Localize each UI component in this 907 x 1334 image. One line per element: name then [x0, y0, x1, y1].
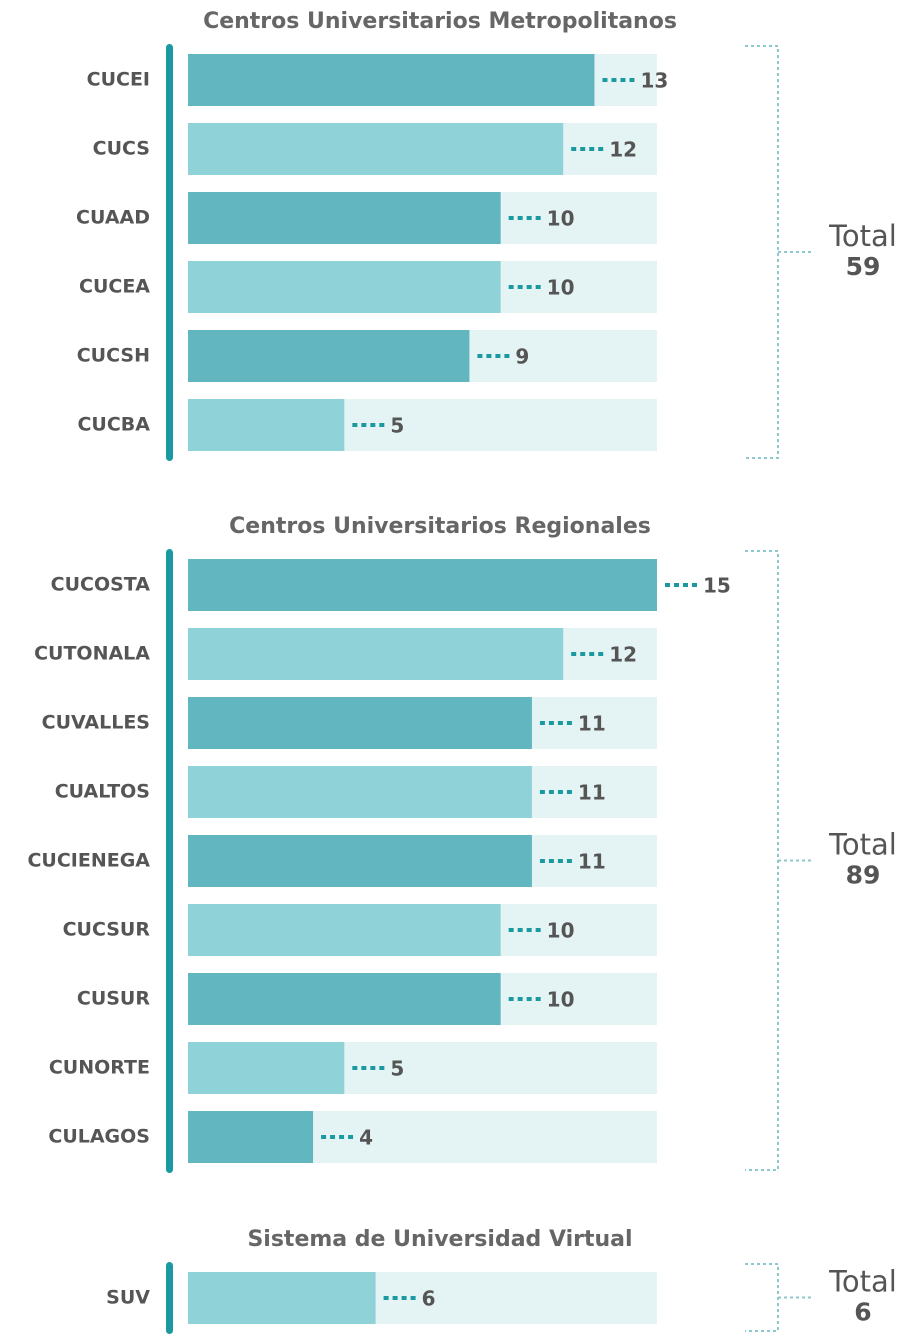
- value-label: 10: [547, 276, 575, 300]
- value-label: 9: [515, 345, 529, 369]
- value-label: 10: [547, 988, 575, 1012]
- chart-title: Centros Universitarios Metropolitanos: [203, 9, 677, 34]
- total-label: Total: [828, 219, 897, 253]
- total-value: 6: [854, 1298, 871, 1327]
- value-label: 11: [578, 850, 606, 874]
- bar: [188, 261, 501, 313]
- category-label: CUCSUR: [63, 919, 151, 941]
- category-label: CUCIENEGA: [27, 850, 150, 872]
- bar: [188, 697, 532, 749]
- chart-title: Sistema de Universidad Virtual: [247, 1227, 632, 1252]
- category-label: CULAGOS: [48, 1126, 150, 1148]
- value-label: 5: [390, 1057, 404, 1081]
- value-label: 12: [609, 643, 637, 667]
- value-label: 4: [359, 1126, 373, 1150]
- category-label: CUCEI: [87, 69, 150, 91]
- value-label: 15: [703, 574, 731, 598]
- axis-bar: [166, 1262, 173, 1334]
- value-label: 5: [390, 414, 404, 438]
- value-label: 6: [422, 1287, 436, 1311]
- bar: [188, 559, 657, 611]
- bracket: [745, 550, 812, 1171]
- category-label: CUCOSTA: [51, 574, 151, 596]
- value-label: 10: [547, 207, 575, 231]
- bar: [188, 54, 595, 106]
- category-label: CUCS: [93, 138, 150, 160]
- category-label: CUTONALA: [34, 643, 150, 665]
- bar: [188, 766, 532, 818]
- bar: [188, 904, 501, 956]
- value-label: 10: [547, 919, 575, 943]
- total-value: 59: [846, 252, 881, 281]
- category-label: SUV: [106, 1287, 150, 1309]
- bar: [188, 628, 564, 680]
- category-label: CUAAD: [76, 207, 150, 229]
- value-label: 12: [609, 138, 637, 162]
- category-label: CUSUR: [77, 988, 150, 1010]
- total-label: Total: [828, 1265, 897, 1299]
- axis-bar: [166, 44, 173, 461]
- category-label: CUVALLES: [42, 712, 150, 734]
- category-label: CUALTOS: [55, 781, 150, 803]
- category-label: CUCEA: [79, 276, 150, 298]
- bar: [188, 192, 501, 244]
- bar: [188, 1272, 376, 1324]
- category-label: CUNORTE: [49, 1057, 150, 1079]
- axis-bar: [166, 549, 173, 1173]
- bracket: [745, 1263, 812, 1332]
- bar: [188, 123, 564, 175]
- value-label: 11: [578, 712, 606, 736]
- total-label: Total: [828, 828, 897, 862]
- bar: [188, 973, 501, 1025]
- bracket: [745, 45, 812, 459]
- total-value: 89: [846, 861, 881, 890]
- bar: [188, 1042, 345, 1094]
- value-label: 11: [578, 781, 606, 805]
- bar: [188, 330, 470, 382]
- category-label: CUCBA: [77, 414, 150, 436]
- bar: [188, 399, 345, 451]
- value-label: 13: [640, 69, 668, 93]
- bar: [188, 1111, 314, 1163]
- chart-title: Centros Universitarios Regionales: [229, 514, 651, 539]
- category-label: CUCSH: [77, 345, 150, 367]
- bar: [188, 835, 532, 887]
